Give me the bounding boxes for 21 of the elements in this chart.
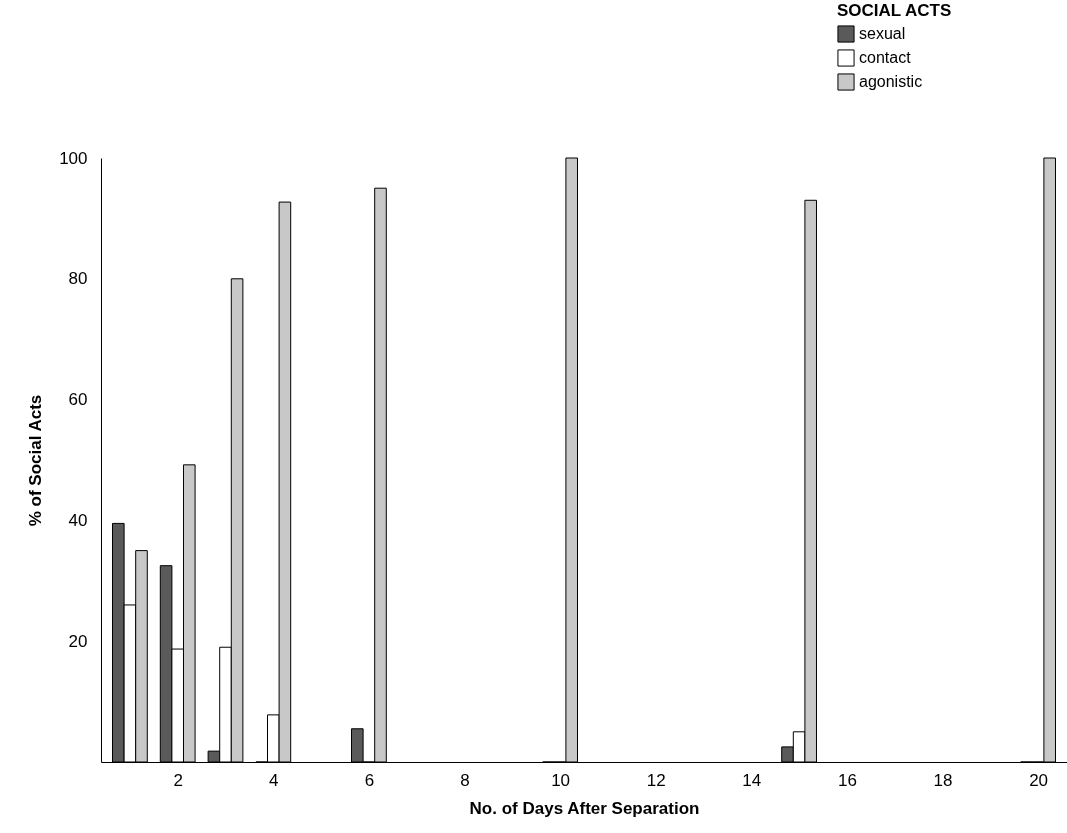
x-tick-label: 20 <box>1029 770 1049 790</box>
legend-label: agonistic <box>859 73 923 90</box>
x-tick-label: 12 <box>646 770 666 790</box>
x-tick-label: 8 <box>460 770 470 790</box>
legend-label: sexual <box>859 25 906 42</box>
y-tick-label: 40 <box>68 510 88 530</box>
x-tick-label: 4 <box>269 770 279 790</box>
legend-title: SOCIAL ACTS <box>837 1 952 20</box>
x-axis-title: No. of Days After Separation <box>469 798 700 818</box>
y-tick-label: 100 <box>59 148 88 168</box>
x-tick-label: 6 <box>364 770 375 790</box>
y-tick-label: 60 <box>68 390 88 410</box>
x-tick-label: 14 <box>742 770 762 790</box>
x-tick-label: 16 <box>837 770 857 790</box>
x-tick-label: 10 <box>551 770 571 790</box>
x-tick-label: 2 <box>173 770 183 790</box>
legend-label: contact <box>859 49 912 66</box>
y-tick-label: 80 <box>68 269 88 289</box>
x-tick-label: 18 <box>933 770 953 790</box>
y-axis-title: % of Social Acts <box>26 394 46 527</box>
y-tick-label: 20 <box>68 631 88 651</box>
